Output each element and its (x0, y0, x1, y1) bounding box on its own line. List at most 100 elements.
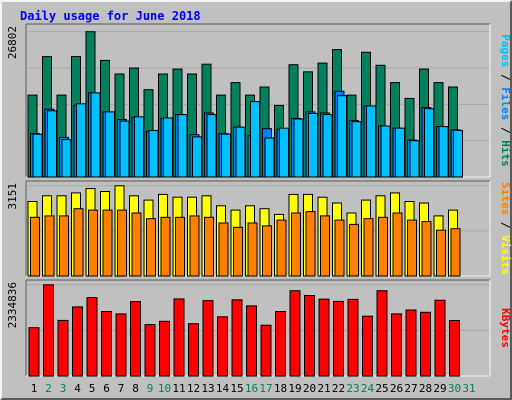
bar-kbytes-29 (434, 299, 446, 377)
x-tick-label-12: 12 (187, 382, 200, 395)
bar-pages-16 (250, 101, 260, 178)
bar-kbytes-30 (449, 320, 460, 377)
x-tick-label-30: 30 (448, 382, 461, 395)
ylim-max-label: 2334836 (6, 282, 19, 328)
bar-pages-15 (235, 126, 246, 178)
bar-pages-14 (221, 133, 231, 178)
x-tick-label-10: 10 (158, 382, 171, 395)
x-tick-label-21: 21 (317, 382, 330, 395)
bar-pages-17 (264, 137, 275, 178)
x-tick-label-4: 4 (74, 382, 81, 395)
bar-sites-3 (59, 215, 69, 277)
ylim-max-label: 3151 (6, 183, 19, 210)
bar-sites-13 (204, 216, 214, 277)
bar-kbytes-7 (115, 313, 127, 377)
bar-sites-27 (407, 219, 417, 277)
bar-pages-27 (409, 140, 420, 178)
bar-sites-12 (189, 215, 200, 277)
bar-kbytes-3 (57, 319, 69, 377)
bar-kbytes-24 (362, 315, 373, 377)
ylim-max-label: 26802 (6, 26, 19, 59)
bar-sites-25 (378, 216, 388, 277)
x-tick-label-28: 28 (419, 382, 432, 395)
bar-sites-11 (175, 216, 185, 277)
bar-pages-12 (192, 136, 202, 178)
bar-sites-18 (276, 219, 287, 277)
bar-kbytes-8 (130, 301, 141, 377)
bar-sites-4 (73, 208, 84, 277)
ylabel-part: / (499, 120, 512, 140)
x-tick-label-22: 22 (332, 382, 345, 395)
bar-kbytes-26 (391, 313, 402, 377)
bar-pages-1 (32, 133, 43, 178)
bar-pages-9 (148, 129, 159, 178)
ylabel-kbytes: KBytes (499, 308, 512, 348)
bar-pages-13 (206, 114, 217, 178)
bar-kbytes-1 (28, 327, 40, 377)
bar-sites-7 (117, 209, 127, 277)
x-tick-label-11: 11 (172, 382, 185, 395)
bar-kbytes-27 (405, 309, 417, 377)
x-tick-label-24: 24 (361, 382, 375, 395)
x-tick-label-3: 3 (60, 382, 67, 395)
bar-pages-8 (134, 116, 144, 178)
bar-kbytes-25 (376, 290, 388, 377)
bar-kbytes-14 (217, 316, 228, 377)
bar-pages-29 (438, 126, 449, 178)
bar-sites-23 (349, 223, 359, 277)
ylabel-visits_sites: Sites / Visits (499, 182, 512, 275)
bar-sites-8 (131, 212, 142, 277)
bar-pages-19 (293, 118, 304, 178)
x-tick-label-16: 16 (245, 382, 258, 395)
x-tick-label-13: 13 (201, 382, 214, 395)
bar-sites-17 (262, 225, 272, 277)
bar-sites-16 (247, 222, 258, 277)
x-tick-label-27: 27 (404, 382, 417, 395)
bar-kbytes-16 (246, 305, 257, 377)
x-tick-label-8: 8 (132, 382, 139, 395)
bar-pages-7 (119, 120, 130, 178)
ylabel-part: Pages (499, 34, 512, 67)
bar-kbytes-28 (420, 311, 431, 377)
bar-pages-3 (61, 139, 72, 178)
bar-pages-25 (380, 125, 391, 178)
x-tick-label-19: 19 (288, 382, 301, 395)
bar-kbytes-9 (144, 324, 156, 377)
ylabel-part: Visits (499, 235, 512, 275)
bar-sites-9 (146, 218, 156, 277)
x-tick-label-7: 7 (118, 382, 125, 395)
ylabel-part: / (499, 215, 512, 235)
bar-pages-26 (395, 127, 405, 178)
bar-pages-28 (424, 108, 434, 178)
x-tick-label-15: 15 (230, 382, 243, 395)
bar-sites-22 (334, 219, 345, 277)
x-tick-label-6: 6 (103, 382, 110, 395)
bar-sites-30 (450, 228, 461, 277)
bar-kbytes-23 (347, 298, 359, 377)
bar-pages-11 (177, 114, 188, 178)
bar-pages-24 (366, 105, 376, 178)
x-tick-label-25: 25 (375, 382, 388, 395)
bar-sites-6 (102, 209, 113, 277)
bar-kbytes-13 (202, 300, 214, 377)
x-tick-label-23: 23 (346, 382, 359, 395)
x-tick-label-31: 31 (462, 382, 475, 395)
x-tick-label-14: 14 (216, 382, 230, 395)
ylabel-part: Files (499, 87, 512, 120)
ylabel-part: / (499, 67, 512, 87)
bar-pages-30 (453, 129, 463, 178)
bar-pages-4 (76, 103, 86, 178)
bar-pages-5 (90, 92, 101, 178)
bar-kbytes-6 (101, 311, 112, 377)
bar-kbytes-19 (289, 290, 301, 377)
bar-kbytes-21 (318, 298, 330, 377)
x-tick-label-17: 17 (259, 382, 272, 395)
x-tick-label-2: 2 (45, 382, 52, 395)
bar-sites-15 (233, 226, 243, 277)
bar-kbytes-18 (275, 311, 286, 377)
bar-sites-26 (392, 212, 403, 277)
bar-kbytes-2 (43, 284, 54, 377)
bar-kbytes-17 (260, 324, 272, 377)
chart-title: Daily usage for June 2018 (20, 9, 201, 23)
